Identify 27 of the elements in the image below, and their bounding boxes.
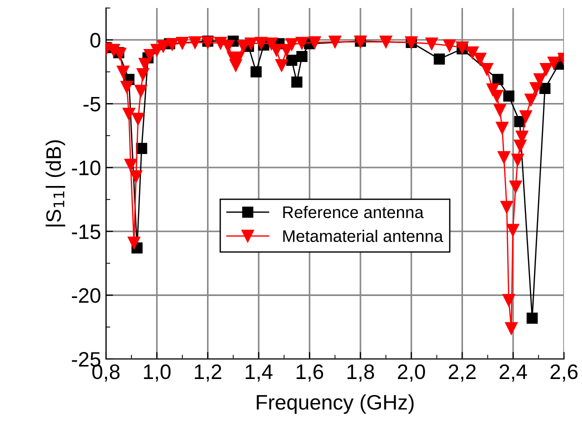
x-tick-label: 2,4 (500, 364, 527, 382)
x-tick-label: 1,4 (246, 364, 273, 382)
y-axis-title: |S$_{11}$| (dB) (46, 140, 66, 226)
y-tick-label: -5 (84, 96, 100, 112)
x-tick-label: 1,0 (144, 364, 171, 382)
legend-label: Metamaterial antenna (283, 230, 444, 242)
point (526, 312, 538, 324)
point (291, 76, 302, 88)
point (539, 82, 550, 94)
legend-label: Reference antenna (283, 206, 424, 218)
x-tick-label: 1,2 (194, 364, 222, 382)
point (250, 66, 262, 78)
point (434, 54, 445, 65)
point (286, 54, 298, 66)
y-tick-label: 0 (90, 32, 100, 48)
x-tick-label: 1,8 (348, 364, 374, 382)
x-tick-label: 2,2 (448, 364, 476, 382)
y-tick-label: -20 (72, 288, 100, 303)
point (296, 50, 308, 62)
x-tick-label: 2,0 (398, 364, 425, 382)
point (492, 74, 504, 86)
x-tick-label: 1,6 (296, 364, 324, 382)
x-axis-title: Frequency (GHz) (256, 394, 414, 414)
x-tick-label: 2,6 (550, 364, 578, 382)
point (503, 90, 514, 102)
y-tick-label: -10 (72, 160, 100, 176)
y-tick-label: -15 (72, 224, 100, 240)
